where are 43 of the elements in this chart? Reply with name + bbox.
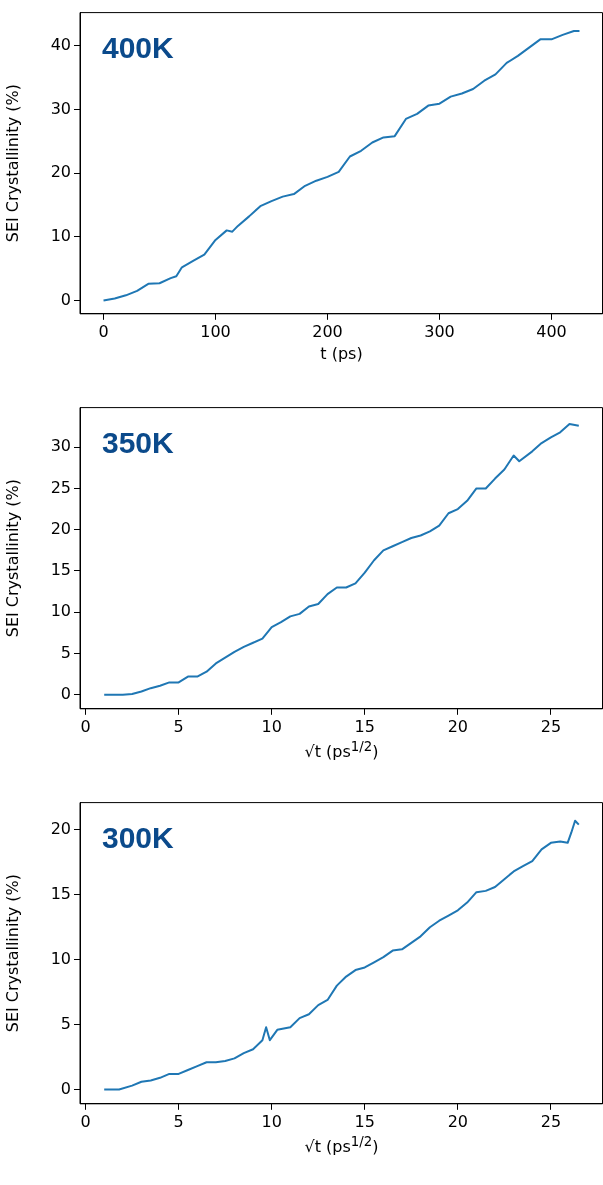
x-tick-label: 20 [447,716,469,736]
y-tick-label: 25 [50,477,71,497]
y-tick-label: 20 [50,819,71,839]
y-tick-label: 10 [50,225,71,245]
y-tick-label: 0 [60,1078,71,1098]
y-tick-label: 30 [50,98,71,118]
y-axis-title: SEI Crystallinity (%) [2,874,22,1033]
x-tick-label: 400 [536,321,567,341]
x-axis-title: t (ps) [319,344,364,363]
y-axis-title: SEI Crystallinity (%) [2,479,22,638]
x-tick-label: 0 [80,1111,91,1131]
x-tick-label: 10 [261,716,282,736]
x-tick-label: 25 [540,1111,562,1131]
y-tick-label: 40 [50,34,71,54]
x-tick-label: 15 [354,1111,375,1131]
y-tick-label: 15 [50,883,71,903]
x-tick-label: 0 [80,716,91,736]
x-tick-label: 20 [447,1111,469,1131]
x-tick-label: 300 [424,321,455,341]
y-tick-label: 10 [50,948,71,968]
annotation: 400K [102,30,175,64]
y-tick-label: 5 [60,1013,71,1033]
annotation: 300K [102,820,175,854]
x-tick-label: 15 [354,716,375,736]
y-tick-label: 20 [50,162,71,182]
y-tick-label: 0 [60,683,71,703]
x-tick-label: 5 [173,716,184,736]
x-tick-label: 200 [312,321,343,341]
annotation: 350K [102,425,175,459]
x-axis-title: √t (ps$^{1/2}$) [303,1134,380,1157]
y-tick-label: 15 [50,560,71,580]
y-axis-title: SEI Crystallinity (%) [2,84,22,243]
y-tick-label: 30 [50,436,71,456]
x-tick-label: 0 [98,321,109,341]
y-tick-label: 0 [60,289,71,309]
x-tick-label: 25 [540,716,562,736]
x-axis-title: √t (ps$^{1/2}$) [303,739,380,762]
x-tick-label: 10 [261,1111,282,1131]
x-tick-label: 5 [173,1111,184,1131]
y-tick-label: 10 [50,601,71,621]
y-tick-label: 5 [60,642,71,662]
x-tick-label: 100 [200,321,231,341]
y-tick-label: 20 [50,518,71,538]
